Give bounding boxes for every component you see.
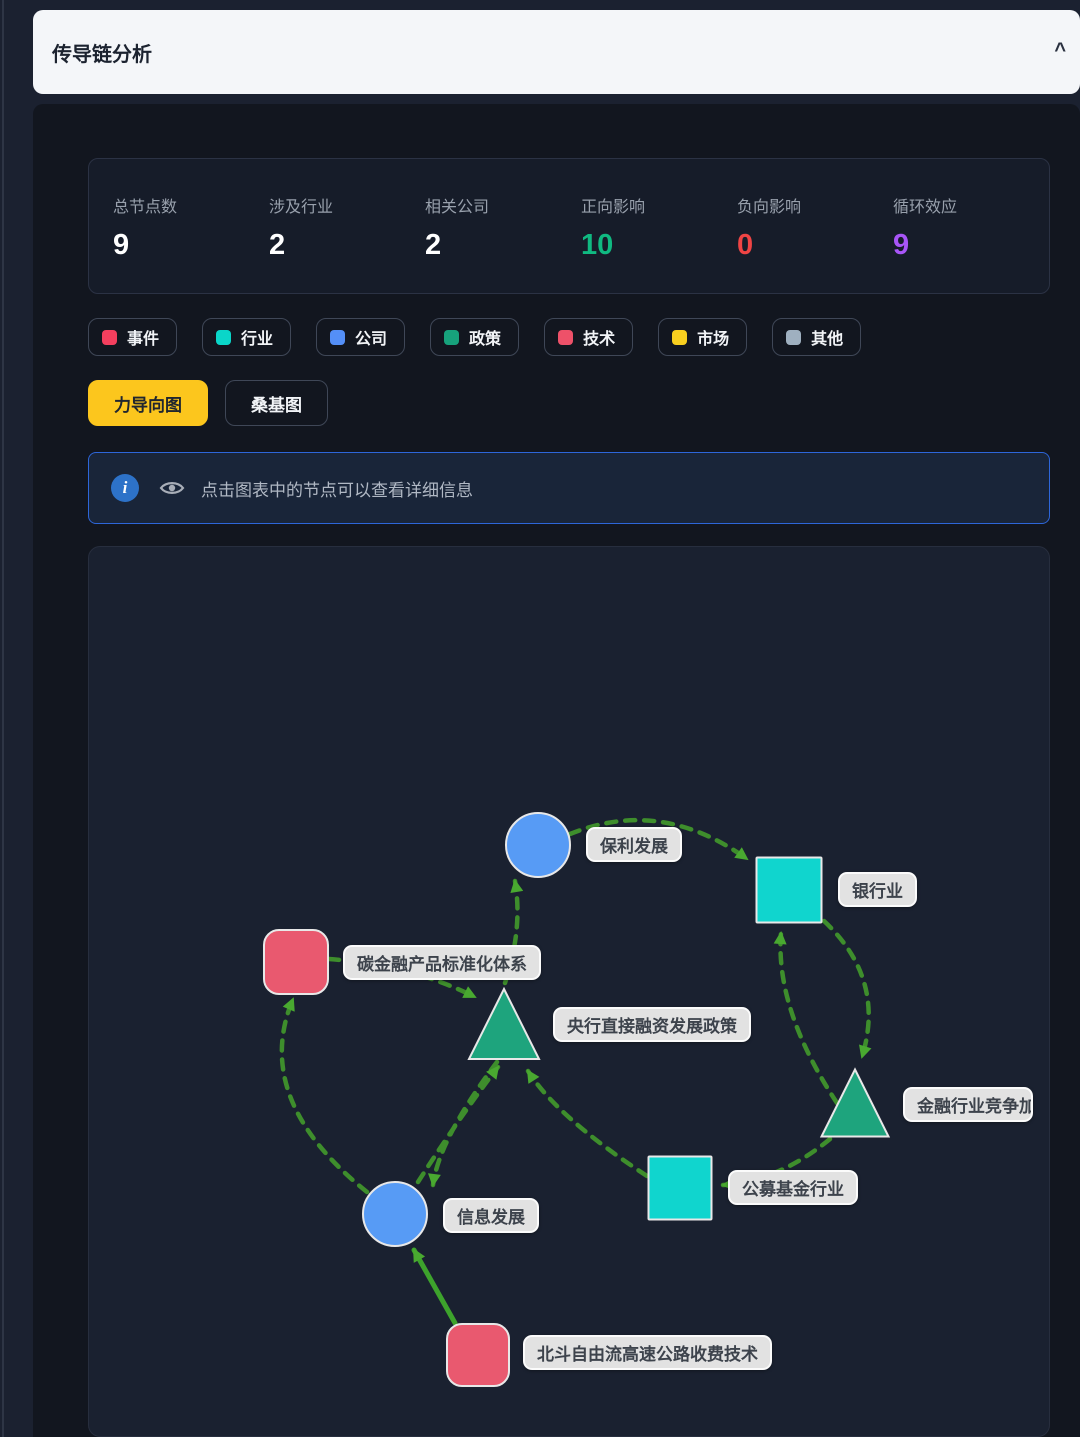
edge-gongmu-yangxing: [525, 1068, 650, 1179]
node-label-gongmu[interactable]: 公募基金行业: [728, 1170, 858, 1205]
node-gongmu[interactable]: [647, 1155, 713, 1221]
force-graph-button[interactable]: 力导向图: [88, 380, 208, 426]
node-jrjz[interactable]: [819, 1067, 891, 1138]
market-color-swatch: [672, 329, 688, 345]
edge-xinxi-yangxing: [415, 1064, 501, 1185]
node-tanjr[interactable]: [263, 929, 329, 995]
stat-positive-impact: 正向影响 10: [581, 199, 646, 261]
eye-icon: [159, 479, 185, 497]
legend-chip-technology[interactable]: 技术: [544, 318, 634, 356]
node-yangxing[interactable]: [467, 986, 541, 1060]
hint-text: 点击图表中的节点可以查看详细信息: [201, 480, 473, 500]
legend-chip-company[interactable]: 公司: [316, 318, 406, 356]
graph-svg: [263, 812, 891, 1387]
content-panel: 总节点数 9 涉及行业 2 相关公司 2 正向影响 10 负向影响 0 循环效应…: [33, 104, 1080, 1437]
sankey-button[interactable]: 桑基图: [225, 380, 328, 426]
stat-negative-impact: 负向影响 0: [737, 199, 802, 261]
info-icon: i: [111, 474, 139, 502]
section-title: 传导链分析: [52, 43, 152, 66]
edge-jrjz-yinhang: [773, 930, 840, 1106]
policy-color-swatch: [444, 329, 460, 345]
legend-chip-policy[interactable]: 政策: [430, 318, 520, 356]
section-header: 传导链分析 ^: [33, 10, 1080, 94]
graph-card: 保利发展银行业碳金融产品标准化体系央行直接融资发展政策金融行业竞争加剧公募基金行…: [88, 546, 1050, 1437]
legend-chip-market[interactable]: 市场: [658, 318, 748, 356]
legend-row: 事件 行业 公司 政策 技术 市场: [88, 318, 862, 356]
stats-card: 总节点数 9 涉及行业 2 相关公司 2 正向影响 10 负向影响 0 循环效应…: [88, 158, 1050, 294]
legend-chip-other[interactable]: 其他: [772, 318, 862, 356]
edge-beidou-xinxi: [411, 1247, 458, 1326]
node-label-yangxing[interactable]: 央行直接融资发展政策: [553, 1007, 751, 1042]
event-color-swatch: [102, 329, 117, 345]
stat-total-nodes: 总节点数 9: [113, 199, 178, 261]
node-label-xinxi[interactable]: 信息发展: [443, 1198, 539, 1233]
edge-baoli-yinhang: [567, 817, 750, 862]
edge-xinxi-tanjr: [279, 996, 370, 1195]
stat-cycle-effect: 循环效应 9: [893, 199, 958, 261]
technology-color-swatch: [558, 329, 574, 345]
force-graph-canvas[interactable]: 保利发展银行业碳金融产品标准化体系央行直接融资发展政策金融行业竞争加剧公募基金行…: [89, 547, 1049, 1436]
node-beidou[interactable]: [446, 1323, 510, 1387]
other-color-swatch: [786, 329, 802, 345]
node-baoli[interactable]: [505, 812, 571, 878]
stat-companies: 相关公司 2: [425, 199, 490, 261]
view-toggle-group: 力导向图 桑基图: [88, 380, 328, 426]
node-yinhang[interactable]: [755, 856, 823, 924]
chevron-up-icon[interactable]: ^: [1054, 39, 1066, 62]
left-border-line: [2, 0, 4, 1437]
node-label-jrjz[interactable]: 金融行业竞争加剧: [903, 1087, 1033, 1122]
edge-yinhang-jrjz: [821, 918, 872, 1060]
industry-color-swatch: [216, 329, 232, 345]
legend-chip-industry[interactable]: 行业: [202, 318, 292, 356]
legend-chip-event[interactable]: 事件: [88, 318, 178, 356]
node-label-baoli[interactable]: 保利发展: [586, 827, 682, 862]
node-label-yinhang[interactable]: 银行业: [838, 872, 917, 907]
company-color-swatch: [330, 329, 346, 345]
stat-industries: 涉及行业 2: [269, 199, 334, 261]
node-label-beidou[interactable]: 北斗自由流高速公路收费技术: [523, 1335, 772, 1370]
node-xinxi[interactable]: [362, 1181, 428, 1247]
hint-banner: i 点击图表中的节点可以查看详细信息: [88, 452, 1050, 524]
node-label-tanjr[interactable]: 碳金融产品标准化体系: [343, 945, 541, 980]
